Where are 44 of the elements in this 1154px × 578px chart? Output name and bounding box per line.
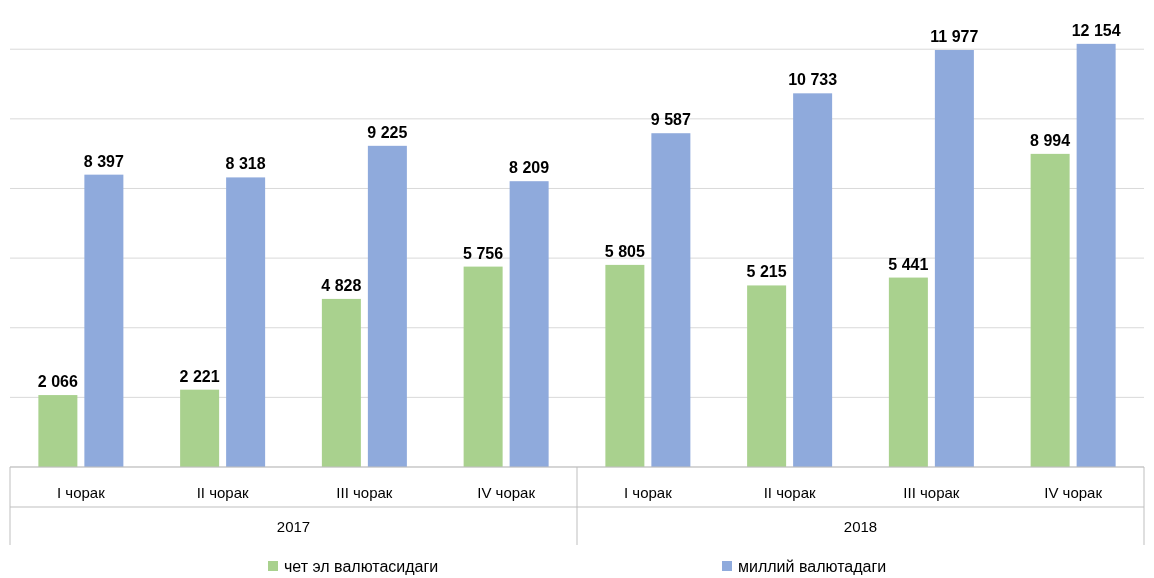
bar [888,277,928,467]
data-label: 10 733 [788,71,838,89]
data-label: 5 215 [746,263,787,281]
x-tick-label: II чорак [763,484,817,501]
text: 2018 [843,518,878,535]
data-label: 2 221 [179,367,220,385]
text: 2017 [276,518,311,535]
bar [84,174,124,467]
bar [463,266,503,467]
data-label: 12 154 [1071,21,1121,39]
bar [605,264,645,467]
bar [747,285,787,467]
data-label: 5 441 [888,255,929,273]
data-label: 8 209 [509,159,550,177]
data-label: 11 977 [930,28,979,46]
bar [180,389,220,467]
data-label: 5 756 [463,244,504,262]
bar [38,395,78,467]
x-tick-label: III чорак [336,484,393,501]
x-tick-label: II чорак [196,484,250,501]
x-tick-label: IV чорак [477,484,536,501]
x-tick-label: I чорак [57,484,106,501]
bar [367,145,407,467]
data-label: 8 994 [1030,131,1071,149]
x-tick-label: IV чорак [1044,484,1103,501]
legend-label: чет эл валютасидаги [284,558,439,575]
data-label: 8 397 [83,152,124,170]
x-tick-label: III чорак [903,484,960,501]
x-tick-label: I чорак [624,484,673,501]
bar [651,133,691,467]
bar [226,177,266,467]
data-label: 2 066 [37,373,78,391]
bar [1076,43,1116,467]
bar [1030,153,1070,467]
data-label: 8 318 [225,155,266,173]
data-label: 5 805 [604,242,645,260]
data-label: 4 828 [321,276,362,294]
legend-label: миллий валютадаги [738,558,887,575]
bar [509,181,549,467]
data-label: 9 587 [650,111,691,129]
bar [321,298,361,467]
bar [934,50,974,467]
data-label: 9 225 [367,123,408,141]
bar [793,93,833,467]
